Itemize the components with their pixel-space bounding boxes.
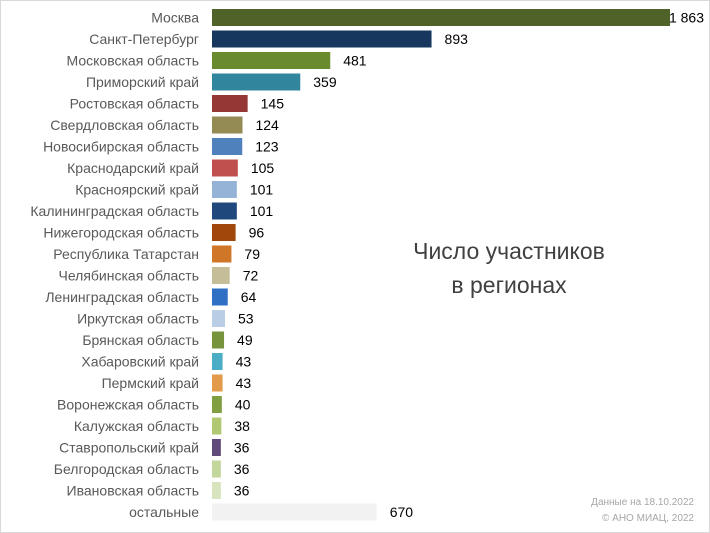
data-label: 36 [234,461,250,477]
bar [212,52,331,69]
category-label: Ростовская область [70,96,199,112]
category-label: Челябинская область [59,268,200,284]
data-label: 670 [390,504,414,520]
category-labels: Москва Санкт-Петербург Московская область П… [30,10,199,521]
bar [212,460,221,478]
category-label: Калужская область [74,418,199,434]
category-label: Ставропольский край [59,440,199,456]
bar [212,181,237,198]
category-label: Белгородская область [54,461,199,477]
category-label: Ивановская область [67,483,199,499]
category-label: остальные [129,504,199,520]
value-labels: 1 863 893 481 359 145 124 123 105 101 101 96 79 72 64… [234,10,704,521]
data-label: 481 [343,53,367,69]
data-label: 36 [234,483,250,499]
bar [212,73,301,91]
data-label: 101 [250,203,274,219]
bar [212,374,223,392]
data-label: 53 [238,311,254,327]
bar [212,9,670,26]
bar [212,396,222,413]
bar [212,30,432,48]
bar [212,138,243,155]
category-label: Ленинградская область [45,289,199,305]
bar [212,224,236,241]
copyright-note: © АНО МИАЦ, 2022 [602,513,694,524]
chart-title-line-2: в регионах [451,272,567,298]
bar [212,310,226,327]
data-label: 40 [235,397,251,413]
category-label: Иркутская область [77,311,199,327]
bar [212,417,222,435]
bar [212,331,225,349]
category-label: Краснодарский край [67,160,199,176]
data-label: 49 [237,332,253,348]
data-label: 79 [244,246,260,262]
data-label: 38 [234,418,250,434]
data-label: 1 863 [669,10,704,26]
data-label: 105 [251,160,275,176]
bar [212,116,243,134]
data-label: 359 [313,74,337,90]
data-label: 96 [249,225,265,241]
category-label: Хабаровский край [81,354,199,370]
category-label: Республика Татарстан [53,246,199,262]
bar [212,159,238,177]
category-label: Нижегородская область [43,225,199,241]
bar [212,353,223,370]
bar [212,503,377,521]
data-date-note: Данные на 18.10.2022 [591,497,694,508]
data-label: 43 [236,375,252,391]
bar [212,267,230,284]
category-label: Калининградская область [30,203,199,219]
data-label: 145 [261,96,285,112]
data-label: 124 [255,117,279,133]
data-label: 36 [234,440,250,456]
category-label: Красноярский край [75,182,199,198]
category-label: Новосибирская область [43,139,199,155]
category-label: Воронежская область [57,397,199,413]
bar [212,202,237,220]
category-label: Пермский край [102,375,199,391]
data-label: 123 [255,139,279,155]
data-label: 72 [243,268,259,284]
bars-layer [212,9,670,521]
bar [212,245,232,263]
category-label: Брянская область [82,332,199,348]
chart-title-line-1: Число участников [413,238,605,264]
bar [212,288,228,306]
category-label: Санкт-Петербург [89,31,199,47]
category-label: Свердловская область [50,117,199,133]
data-label: 43 [236,354,252,370]
bar [212,439,221,456]
bar [212,482,221,499]
category-label: Москва [151,10,199,26]
category-label: Приморский край [86,74,199,90]
category-label: Московская область [67,53,199,69]
bar [212,95,248,112]
data-label: 101 [250,182,274,198]
data-label: 64 [241,289,257,305]
data-label: 893 [445,31,469,47]
